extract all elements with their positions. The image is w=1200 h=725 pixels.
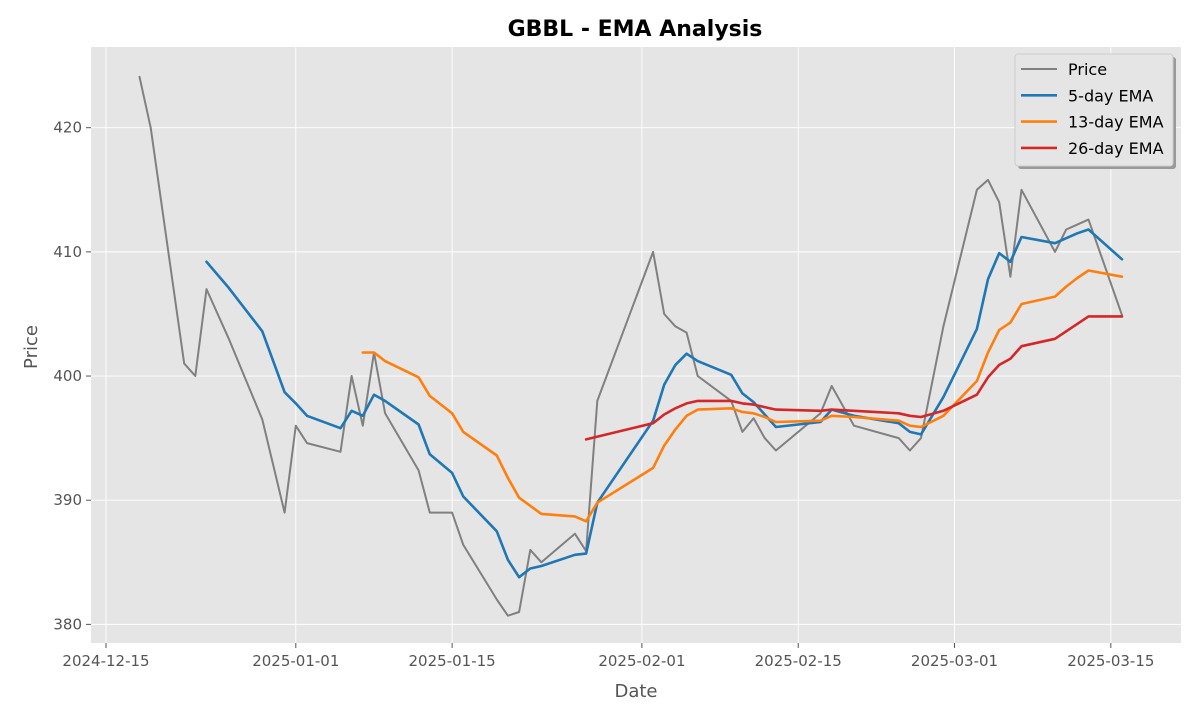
x-tick-label: 2025-01-15 [409,652,496,670]
legend: Price 5-day EMA 13-day EMA 26-day EMA [1014,53,1176,169]
5-day-ema-line [205,228,1124,579]
legend-label-5-day-ema: 5-day EMA [1068,86,1153,105]
26-day-ema-line [584,315,1124,441]
x-tick-label: 2024-12-15 [62,652,149,670]
y-tick-label: 410 [53,243,82,261]
x-tick-label: 2025-02-15 [755,652,842,670]
legend-label-26-day-ema: 26-day EMA [1068,139,1164,158]
legend-box [1014,53,1174,167]
x-axis-ticks: 2024-12-15 2025-01-01 2025-01-15 2025-02-01… [62,643,1154,670]
x-tick-label: 2025-02-01 [598,652,685,670]
x-tick-label: 2025-03-01 [911,652,998,670]
legend-label-13-day-ema: 13-day EMA [1068,113,1164,132]
y-tick-label: 380 [53,615,82,633]
x-tick-label: 2025-01-01 [252,652,339,670]
x-axis-label: Date [614,681,657,702]
series-lines [138,75,1124,617]
y-tick-label: 400 [53,367,82,385]
y-axis-ticks: 380 390 400 410 420 [53,119,91,633]
y-tick-label: 420 [53,119,82,137]
x-tick-label: 2025-03-15 [1067,652,1154,670]
y-axis-label: Price [21,325,42,369]
chart-title: GBBL - EMA Analysis [508,17,763,42]
legend-label-price: Price [1068,60,1107,79]
plot-area [91,47,1181,643]
y-tick-label: 390 [53,491,82,509]
price-line [138,75,1123,617]
13-day-ema-line [361,269,1124,523]
